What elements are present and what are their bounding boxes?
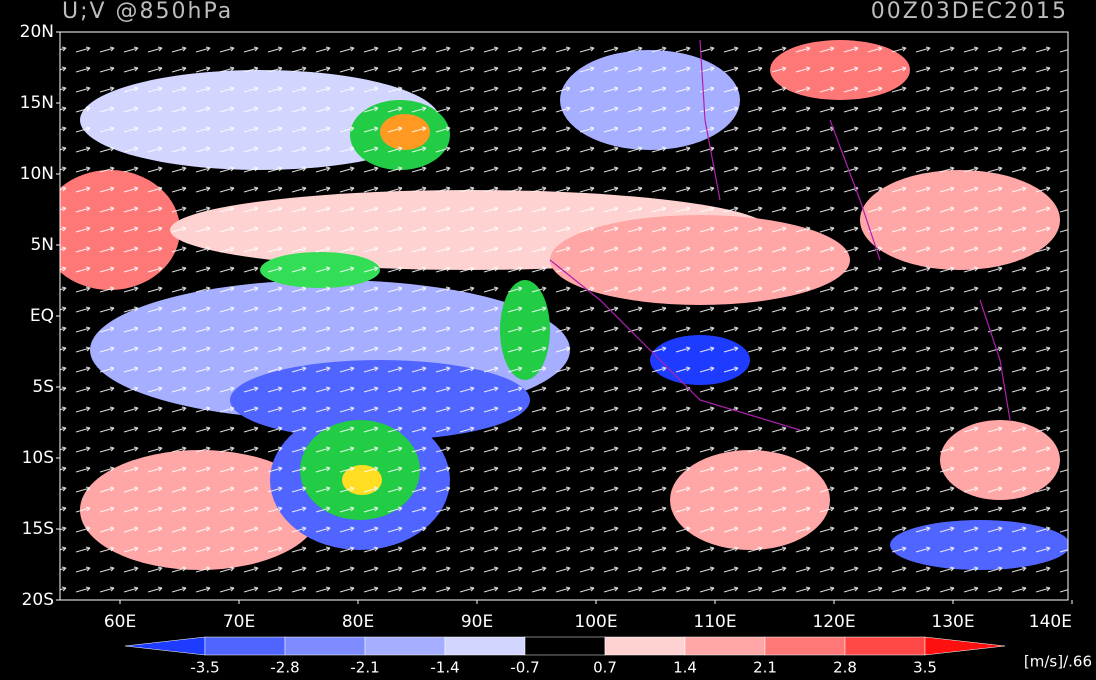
colorbar-segment	[204, 636, 286, 656]
colorbar-arrow	[124, 636, 206, 656]
colorbar-label: 2.1	[753, 659, 777, 677]
lon-tick-label: 90E	[461, 612, 493, 632]
lat-tick-label: 10S	[22, 448, 54, 468]
colorbar-label: -2.8	[270, 659, 299, 677]
map-time: 00Z03DEC2015	[871, 0, 1068, 24]
lon-tick-label: 110E	[693, 612, 736, 632]
lon-tick-label: 80E	[342, 612, 374, 632]
map-title: U;V @850hPa	[62, 0, 233, 24]
lon-tick-label: 130E	[931, 612, 974, 632]
lon-tick-label: 120E	[812, 612, 855, 632]
colorbar-label: 2.8	[833, 659, 857, 677]
colorbar-segment	[764, 636, 846, 656]
colorbar-segment	[444, 636, 526, 656]
lat-tick-label: EQ	[30, 306, 54, 326]
lon-tick-label: 140E	[1029, 612, 1072, 632]
lat-tick-label: 20N	[20, 22, 54, 42]
lat-tick-label: 15S	[22, 519, 54, 539]
lat-tick-label: 20S	[22, 590, 54, 610]
colorbar-segment	[684, 636, 766, 656]
lat-tick-label: 5S	[32, 377, 54, 397]
lat-tick-label: 5N	[30, 235, 54, 255]
colorbar-units: [m/s]/.66	[1024, 653, 1092, 671]
lat-tick-label: 10N	[20, 164, 54, 184]
lat-tick-label: 15N	[20, 93, 54, 113]
colorbar-segment	[844, 636, 926, 656]
lon-tick-label: 70E	[223, 612, 255, 632]
map-field	[60, 32, 1068, 600]
colorbar-label: 0.7	[593, 659, 617, 677]
lon-tick-label: 100E	[574, 612, 617, 632]
colorbar-label: -3.5	[190, 659, 219, 677]
colorbar-label: -2.1	[350, 659, 379, 677]
colorbar-segment	[604, 636, 686, 656]
colorbar-label: 1.4	[673, 659, 697, 677]
colorbar-label: 3.5	[913, 659, 937, 677]
colorbar-label: -0.7	[510, 659, 539, 677]
colorbar-label: -1.4	[430, 659, 459, 677]
colorbar-arrow	[924, 636, 1006, 656]
colorbar-segment	[284, 636, 366, 656]
lon-tick-label: 60E	[104, 612, 136, 632]
colorbar-segment	[364, 636, 446, 656]
colorbar-segment	[524, 636, 606, 656]
